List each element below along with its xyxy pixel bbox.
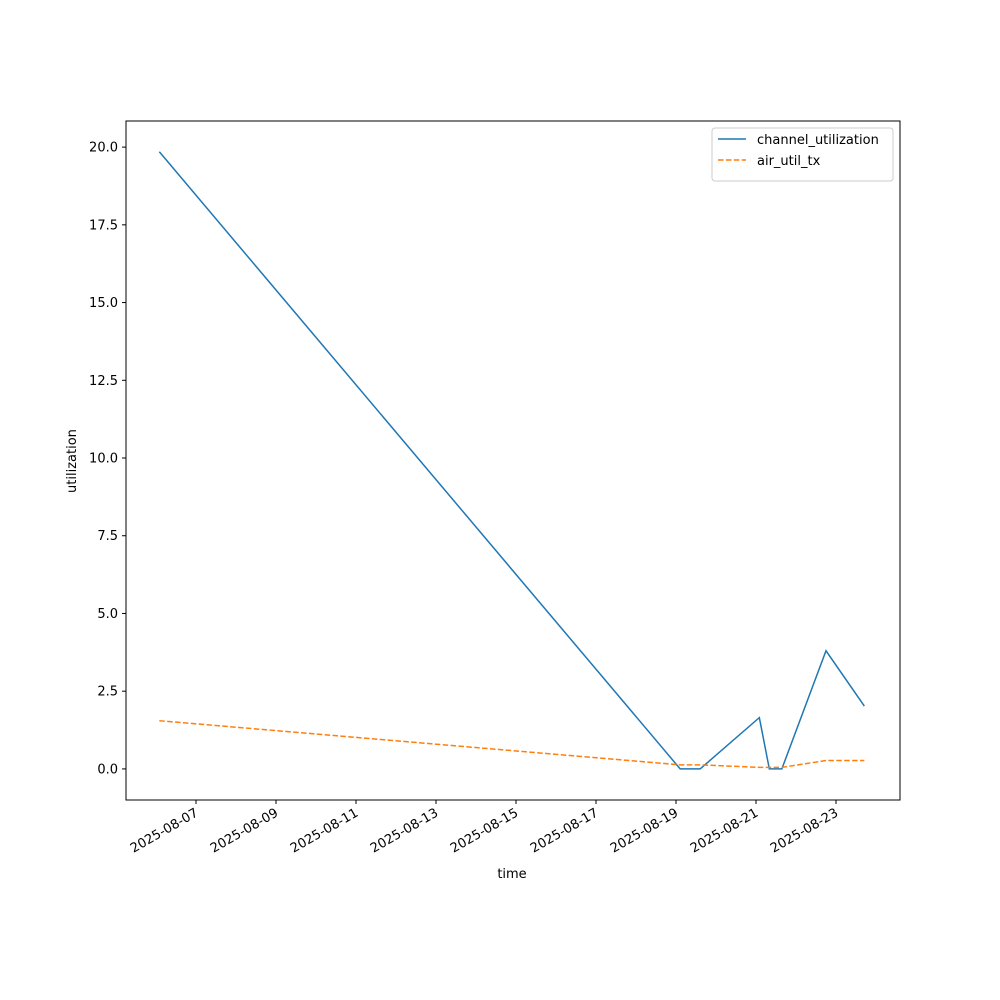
- x-tick-label: 2025-08-09: [208, 806, 281, 857]
- plot-frame: [125, 120, 901, 801]
- x-tick-label: 2025-08-17: [528, 806, 601, 857]
- legend-box: [711, 127, 894, 182]
- y-tick-label: 2.5: [97, 685, 118, 700]
- x-tick-label: 2025-08-13: [368, 806, 441, 857]
- legend-label: air_util_tx: [757, 154, 821, 169]
- y-tick-label: 10.0: [89, 452, 118, 467]
- x-tick-label: 2025-08-23: [768, 806, 841, 857]
- y-tick-label: 7.5: [97, 529, 118, 544]
- y-tick-label: 12.5: [89, 374, 118, 389]
- y-axis-label: utilization: [65, 429, 80, 493]
- y-tick-label: 20.0: [89, 141, 118, 156]
- y-tick-label: 17.5: [89, 218, 118, 233]
- data-line: [158, 151, 865, 770]
- y-tick-label: 15.0: [89, 296, 118, 311]
- x-tick-label: 2025-08-11: [288, 806, 361, 857]
- x-tick-label: 2025-08-19: [608, 806, 681, 857]
- x-tick-label: 2025-08-07: [128, 806, 201, 857]
- x-tick-label: 2025-08-15: [448, 806, 521, 857]
- legend-label: channel_utilization: [757, 133, 879, 148]
- x-tick-label: 2025-08-21: [688, 806, 761, 857]
- y-tick-label: 5.0: [97, 607, 118, 622]
- x-axis-label: time: [497, 867, 526, 882]
- data-line: [159, 719, 865, 769]
- y-tick-label: 0.0: [97, 762, 118, 777]
